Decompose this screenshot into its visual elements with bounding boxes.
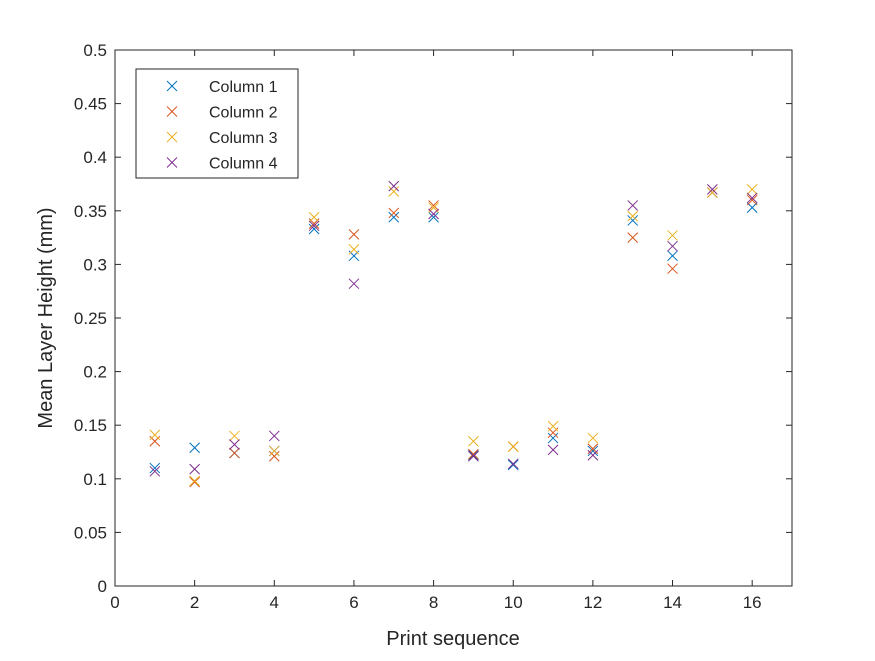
data-point [667, 263, 678, 275]
data-point [388, 211, 400, 223]
legend: Column 1 Column 2 Column 3 Column 4 [135, 68, 299, 179]
data-point [268, 445, 280, 457]
legend-entry: Column 2 [209, 105, 278, 122]
x-tick-label: 16 [743, 593, 762, 612]
data-point [348, 229, 360, 240]
series-column-4 [149, 180, 758, 477]
tick-labels: 0 2 4 6 8 10 12 14 16 0 0.05 0.1 0.15 0.2 0.25 0.3 0.35 0… [74, 41, 762, 612]
data-point [308, 211, 320, 223]
x-tick-label: 12 [583, 593, 602, 612]
y-tick-label: 0.3 [83, 255, 107, 274]
legend-box [135, 68, 299, 179]
legend-marker [166, 106, 178, 117]
data-markers [149, 180, 758, 488]
data-point [468, 449, 479, 461]
data-point [468, 448, 479, 460]
data-point [507, 458, 519, 470]
y-tick-label: 0.2 [83, 363, 107, 382]
y-tick-label: 0.45 [74, 95, 107, 114]
y-tick-label: 0.25 [74, 309, 107, 328]
data-point [706, 184, 718, 195]
x-tick-label: 6 [349, 593, 358, 612]
y-tick-label: 0.35 [74, 202, 107, 221]
data-point [149, 465, 161, 477]
data-point [189, 475, 201, 487]
data-point [388, 186, 400, 197]
data-point [428, 208, 439, 220]
data-point [189, 463, 201, 475]
data-point [507, 441, 519, 452]
legend-entry: Column 1 [209, 79, 278, 96]
data-point [189, 442, 201, 454]
data-point [308, 220, 320, 232]
axis-labels: Print sequence Mean Layer Height (mm) [35, 207, 520, 650]
legend-marker [166, 157, 178, 168]
data-point [149, 462, 161, 474]
data-point [746, 202, 758, 213]
data-point [308, 223, 320, 235]
x-tick-label: 14 [663, 593, 682, 612]
data-point [587, 449, 599, 461]
data-point [468, 450, 479, 462]
data-point [189, 476, 201, 488]
data-point [348, 244, 360, 255]
data-point [229, 439, 240, 450]
data-point [268, 430, 280, 442]
y-tick-label: 0 [98, 577, 107, 596]
data-point [547, 420, 559, 432]
y-tick-label: 0.15 [74, 416, 107, 435]
data-point [268, 450, 280, 462]
data-point [388, 180, 400, 192]
y-tick-label: 0.1 [83, 470, 107, 489]
data-point [547, 432, 559, 444]
y-tick-label: 0.5 [83, 41, 107, 60]
data-point [547, 444, 559, 456]
x-tick-label: 0 [110, 593, 119, 612]
data-point [667, 250, 678, 262]
data-point [667, 230, 678, 241]
data-point [229, 430, 240, 442]
legend-marker [166, 131, 178, 143]
data-point [627, 232, 639, 243]
x-tick-label: 2 [190, 593, 199, 612]
data-point [706, 187, 718, 198]
x-tick-label: 10 [504, 593, 523, 612]
data-point [507, 459, 519, 471]
x-tick-label: 4 [270, 593, 279, 612]
data-point [229, 447, 240, 459]
legend-marker [166, 80, 178, 92]
data-point [627, 200, 639, 211]
data-point [746, 184, 758, 195]
axis-ticks [114, 49, 792, 587]
data-point [428, 200, 439, 211]
data-point [149, 429, 161, 441]
data-point [587, 432, 599, 444]
data-point [627, 210, 639, 222]
y-axis-label: Mean Layer Height (mm) [35, 207, 57, 428]
data-point [746, 192, 758, 204]
data-point [348, 278, 360, 290]
legend-entry: Column 3 [209, 130, 278, 147]
legend-entry: Column 4 [209, 156, 278, 173]
data-point [587, 445, 599, 457]
data-point [388, 207, 400, 219]
data-point [428, 211, 439, 223]
data-point [468, 435, 479, 447]
data-point [746, 194, 758, 206]
data-point [627, 215, 639, 226]
data-point [667, 240, 678, 252]
y-tick-label: 0.05 [74, 523, 107, 542]
x-tick-label: 8 [429, 593, 438, 612]
x-axis-label: Print sequence [386, 628, 519, 650]
y-tick-label: 0.4 [83, 148, 107, 167]
